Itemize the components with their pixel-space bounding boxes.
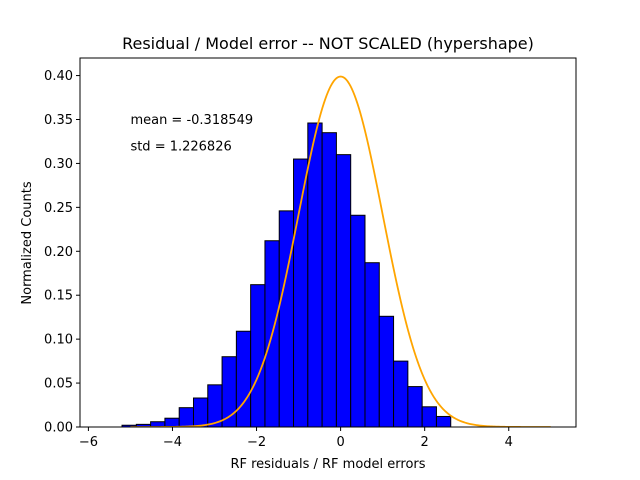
histogram-bar (336, 155, 350, 427)
y-tick-label: 0.15 (44, 289, 73, 304)
x-tick-label: −2 (247, 435, 266, 450)
y-tick-label: 0.00 (44, 421, 73, 436)
y-tick-label: 0.05 (44, 377, 73, 392)
stats-annotation: std = 1.226826 (130, 139, 231, 154)
x-tick-label: −4 (163, 435, 182, 450)
histogram-bar (351, 215, 365, 427)
y-tick-label: 0.30 (44, 157, 73, 172)
histogram-bar (436, 416, 450, 427)
histogram-bar (308, 123, 322, 427)
y-axis-label: Normalized Counts (20, 181, 35, 304)
histogram-bar (179, 408, 193, 427)
histogram-bar (165, 418, 179, 427)
histogram-bar (422, 407, 436, 427)
y-tick-label: 0.10 (44, 333, 73, 348)
y-tick-label: 0.40 (44, 69, 73, 84)
y-tick-label: 0.35 (44, 113, 73, 128)
y-tick-label: 0.25 (44, 201, 73, 216)
histogram-bar (394, 361, 408, 427)
histogram-bar (365, 263, 379, 427)
histogram-bar (279, 211, 293, 427)
histogram-bar (322, 133, 336, 427)
histogram-bar (236, 331, 250, 427)
x-tick-label: −6 (79, 435, 98, 450)
x-tick-label: 0 (336, 435, 344, 450)
stats-annotation: mean = -0.318549 (130, 113, 253, 128)
x-axis-label: RF residuals / RF model errors (230, 457, 425, 472)
histogram-bar (408, 387, 422, 427)
x-tick-label: 2 (421, 435, 429, 450)
y-tick-label: 0.20 (44, 245, 73, 260)
histogram-bar (193, 398, 207, 427)
histogram-bar (251, 285, 265, 427)
histogram-bar (379, 316, 393, 427)
x-tick-label: 4 (505, 435, 513, 450)
chart-title: Residual / Model error -- NOT SCALED (hy… (122, 34, 534, 53)
